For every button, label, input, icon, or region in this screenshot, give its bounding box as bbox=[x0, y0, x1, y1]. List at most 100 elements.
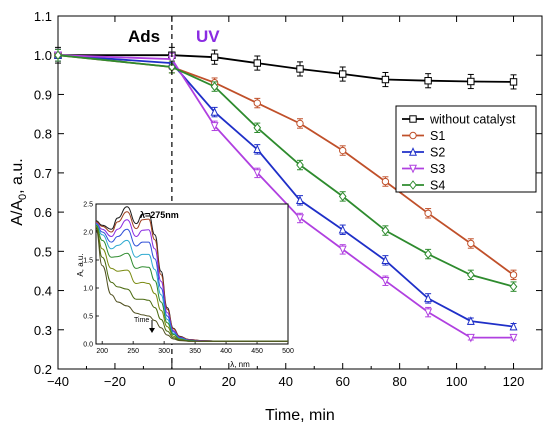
x-tick-label: −40 bbox=[47, 374, 69, 389]
data-point bbox=[296, 160, 304, 170]
data-point bbox=[339, 146, 347, 155]
data-point bbox=[253, 122, 262, 133]
series-line bbox=[58, 54, 514, 83]
inset-series-group bbox=[95, 206, 288, 342]
data-point bbox=[253, 144, 262, 154]
x-tick-label: 20 bbox=[222, 374, 236, 389]
legend-label: S3 bbox=[430, 162, 445, 176]
data-point bbox=[509, 321, 518, 331]
inset-y-tick-label: 2.0 bbox=[83, 230, 93, 237]
x-tick-label: 40 bbox=[279, 374, 293, 389]
inset-y-tick-label: 0.5 bbox=[83, 314, 93, 321]
y-axis-label-sub: 0 bbox=[17, 194, 29, 200]
data-point bbox=[296, 195, 304, 205]
series-line bbox=[57, 54, 514, 339]
y-axis-label: A/A0, a.u. bbox=[9, 158, 29, 226]
legend-marker bbox=[409, 164, 417, 174]
y-tick-label: 0.8 bbox=[34, 127, 52, 142]
x-tick-label: 80 bbox=[392, 374, 406, 389]
data-point bbox=[210, 107, 219, 116]
annotation-uv: UV bbox=[196, 27, 220, 46]
inset-x-tick-label: 350 bbox=[189, 348, 201, 355]
y-tick-label: 0.6 bbox=[34, 205, 52, 220]
data-point bbox=[381, 255, 390, 265]
y-tick-label: 0.5 bbox=[34, 244, 52, 259]
data-point bbox=[509, 78, 518, 86]
inset-y-tick-label: 1.0 bbox=[83, 286, 93, 293]
data-point bbox=[466, 270, 475, 280]
y-tick-label: 0.9 bbox=[34, 87, 52, 102]
y-tick-label: 1.1 bbox=[34, 9, 52, 24]
inset-spectrum-line bbox=[95, 228, 288, 342]
y-tick-label: 1.0 bbox=[34, 48, 52, 63]
inset-time-arrow-head bbox=[149, 328, 155, 333]
x-tick-label: 100 bbox=[446, 374, 468, 389]
data-point bbox=[296, 65, 304, 73]
legend-label: S2 bbox=[430, 146, 445, 160]
inset-axis-ticks: 200 250 300 350 400 450 500 0.0 0.5 1.0 1.5 2.0 2.5 bbox=[83, 202, 294, 356]
inset-y-axis-label: A, a.u. bbox=[76, 253, 85, 276]
inset-x-tick-label: 300 bbox=[158, 348, 170, 355]
inset-y-tick-label: 0.0 bbox=[83, 342, 93, 349]
data-point bbox=[467, 239, 475, 248]
annotation-ads: Ads bbox=[128, 27, 160, 46]
data-point bbox=[424, 209, 432, 217]
data-point bbox=[253, 99, 261, 107]
inset-y-tick-label: 2.5 bbox=[83, 202, 93, 209]
data-point bbox=[424, 249, 432, 259]
series-line bbox=[57, 54, 514, 288]
legend: without catalyst S1 S2 S3 S4 bbox=[395, 105, 537, 193]
data-point bbox=[253, 169, 262, 178]
legend-label: S4 bbox=[430, 179, 445, 193]
data-point bbox=[339, 70, 347, 78]
data-point bbox=[210, 81, 219, 92]
data-point bbox=[210, 53, 219, 61]
data-point bbox=[466, 333, 475, 343]
legend-label: without catalyst bbox=[429, 113, 516, 127]
legend-marker bbox=[409, 115, 417, 123]
data-point bbox=[424, 293, 433, 303]
legend-marker bbox=[409, 147, 417, 156]
main-plot-frame bbox=[57, 15, 543, 370]
data-point bbox=[296, 119, 304, 128]
data-point bbox=[467, 77, 475, 86]
series-line bbox=[57, 54, 514, 328]
y-tick-label: 0.7 bbox=[34, 166, 52, 181]
y-tick-label: 0.2 bbox=[34, 362, 52, 377]
data-point bbox=[509, 271, 518, 279]
inset-x-axis-label: λ, nm bbox=[230, 360, 250, 369]
data-point bbox=[338, 224, 347, 234]
data-point bbox=[381, 75, 390, 84]
main-axis-ticks: −40 −20 0 20 40 60 80 100 120 0.2 0.3 0.4 0.5 0.6 0.7 0… bbox=[34, 9, 542, 389]
data-point bbox=[381, 225, 390, 236]
x-tick-label: −20 bbox=[104, 374, 126, 389]
series-without-catalyst bbox=[54, 46, 518, 90]
data-point bbox=[509, 333, 518, 343]
x-tick-label: 120 bbox=[503, 374, 525, 389]
data-point bbox=[296, 214, 304, 223]
data-point bbox=[210, 122, 219, 131]
inset-x-tick-label: 500 bbox=[282, 348, 294, 355]
x-tick-label: 0 bbox=[168, 374, 175, 389]
y-tick-label: 0.3 bbox=[34, 323, 52, 338]
y-tick-label: 0.4 bbox=[34, 284, 52, 299]
data-point bbox=[253, 59, 261, 67]
legend-label: S1 bbox=[430, 129, 445, 143]
y-axis-label-main: A/A bbox=[9, 200, 26, 226]
legend-marker bbox=[409, 131, 417, 140]
data-point bbox=[54, 50, 62, 61]
data-point bbox=[466, 316, 475, 325]
data-point bbox=[338, 245, 347, 255]
inset-peak-label: λ=275nm bbox=[140, 210, 179, 220]
data-point bbox=[381, 177, 390, 186]
inset-x-tick-label: 200 bbox=[96, 348, 108, 355]
series-s4 bbox=[54, 48, 518, 292]
data-point bbox=[381, 277, 390, 286]
inset-x-tick-label: 250 bbox=[127, 348, 139, 355]
data-point bbox=[424, 77, 432, 85]
inset-frame bbox=[95, 203, 289, 345]
x-tick-label: 60 bbox=[335, 374, 349, 389]
legend-marker bbox=[409, 180, 417, 190]
inset-y-tick-label: 1.5 bbox=[83, 258, 93, 265]
